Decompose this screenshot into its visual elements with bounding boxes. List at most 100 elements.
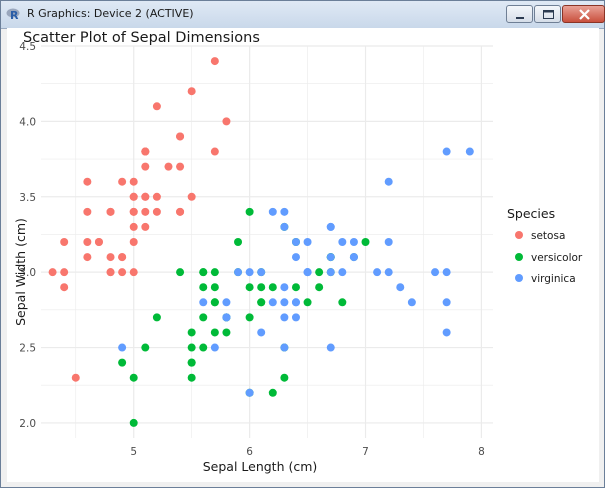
point-versicolor <box>245 207 254 216</box>
point-versicolor <box>187 328 196 337</box>
point-versicolor <box>315 268 324 277</box>
point-setosa <box>210 57 219 66</box>
point-virginica <box>245 388 254 397</box>
point-virginica <box>349 238 358 246</box>
data-points <box>48 57 474 427</box>
point-versicolor <box>361 238 370 246</box>
point-virginica <box>280 343 289 352</box>
point-setosa <box>60 268 69 277</box>
point-setosa <box>129 238 138 246</box>
point-virginica <box>222 313 231 322</box>
point-setosa <box>129 177 138 186</box>
point-virginica <box>326 253 335 262</box>
point-setosa <box>118 177 127 186</box>
point-versicolor <box>315 283 324 292</box>
legend-title: Species <box>507 206 555 221</box>
scatter-plot: 5 6 7 8 2.0 2.5 3.0 3.5 4.0 4.5 Scatter Plot of … <box>13 30 583 474</box>
point-virginica <box>442 298 451 307</box>
point-setosa <box>129 268 138 277</box>
point-setosa <box>60 283 69 292</box>
point-virginica <box>291 313 300 322</box>
point-virginica <box>465 147 474 156</box>
point-setosa <box>48 268 57 277</box>
point-versicolor <box>222 328 231 337</box>
point-virginica <box>257 328 266 337</box>
point-versicolor <box>210 298 219 307</box>
close-icon <box>579 9 590 20</box>
legend: Species setosa versicolor virginica <box>507 206 583 285</box>
point-virginica <box>384 238 393 246</box>
point-versicolor <box>280 373 289 382</box>
point-setosa <box>176 132 185 141</box>
y-tick-label: 4.0 <box>19 116 36 128</box>
point-virginica <box>280 283 289 292</box>
point-versicolor <box>268 283 277 292</box>
point-virginica <box>280 207 289 216</box>
legend-key-setosa <box>515 231 523 239</box>
point-versicolor <box>257 298 266 307</box>
point-virginica <box>338 238 347 246</box>
point-virginica <box>118 343 127 352</box>
point-versicolor <box>129 373 138 382</box>
point-virginica <box>442 328 451 337</box>
close-button[interactable] <box>562 5 605 23</box>
point-versicolor <box>303 298 312 307</box>
x-tick-label: 6 <box>246 446 253 458</box>
minimize-icon <box>516 17 524 19</box>
point-setosa <box>210 147 219 156</box>
major-grid <box>41 45 493 438</box>
point-virginica <box>326 268 335 277</box>
legend-key-virginica <box>515 274 523 282</box>
point-virginica <box>407 298 416 307</box>
point-versicolor <box>118 358 127 367</box>
point-versicolor <box>199 283 208 292</box>
point-versicolor <box>291 283 300 292</box>
point-setosa <box>141 207 150 216</box>
point-setosa <box>141 147 150 156</box>
point-setosa <box>83 253 92 262</box>
point-versicolor <box>129 418 138 427</box>
point-setosa <box>118 253 127 262</box>
minor-grid <box>41 46 493 438</box>
point-virginica <box>303 238 312 246</box>
point-virginica <box>199 298 208 307</box>
y-axis-label: Sepal Width (cm) <box>13 218 28 326</box>
point-versicolor <box>199 313 208 322</box>
point-versicolor <box>245 313 254 322</box>
point-virginica <box>442 268 451 277</box>
point-virginica <box>384 268 393 277</box>
point-virginica <box>349 253 358 262</box>
point-setosa <box>129 192 138 201</box>
point-setosa <box>94 238 103 246</box>
point-setosa <box>187 192 196 201</box>
point-setosa <box>152 192 161 201</box>
y-tick-label: 4.5 <box>19 41 36 53</box>
point-versicolor <box>234 238 243 246</box>
point-virginica <box>338 268 347 277</box>
minimize-button[interactable] <box>506 5 533 23</box>
point-virginica <box>280 313 289 322</box>
point-setosa <box>60 238 69 246</box>
svg-text:R: R <box>10 9 19 21</box>
point-setosa <box>106 253 115 262</box>
point-versicolor <box>338 298 347 307</box>
point-versicolor <box>245 283 254 292</box>
point-virginica <box>245 268 254 277</box>
point-virginica <box>291 298 300 307</box>
point-virginica <box>268 207 277 216</box>
x-axis-label: Sepal Length (cm) <box>203 459 318 474</box>
point-virginica <box>222 298 231 307</box>
point-virginica <box>257 268 266 277</box>
point-setosa <box>106 207 115 216</box>
legend-label-setosa: setosa <box>531 230 565 242</box>
point-setosa <box>152 207 161 216</box>
point-versicolor <box>187 358 196 367</box>
point-versicolor <box>141 343 150 352</box>
point-virginica <box>384 177 393 186</box>
y-tick-label: 3.0 <box>19 267 36 279</box>
window-titlebar[interactable]: R R Graphics: Device 2 (ACTIVE) <box>1 1 605 29</box>
maximize-button[interactable] <box>534 5 561 23</box>
point-setosa <box>222 117 231 126</box>
point-setosa <box>83 238 92 246</box>
